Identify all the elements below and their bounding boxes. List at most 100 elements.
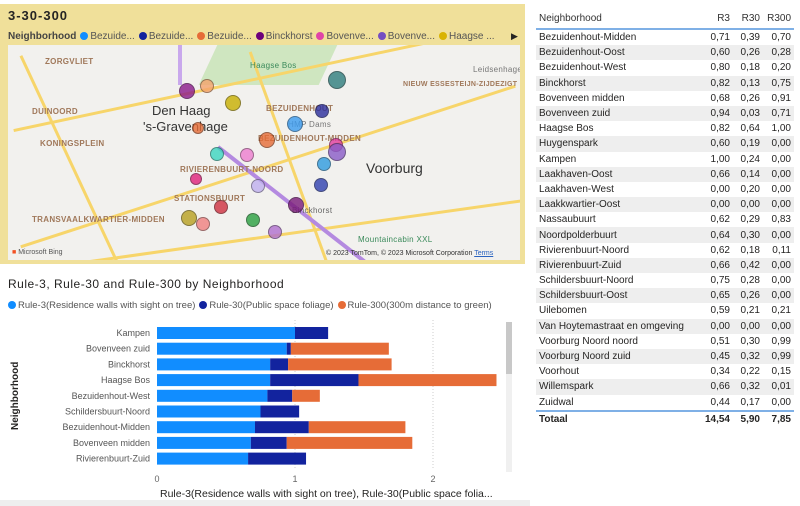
- table-cell: 0,00: [710, 320, 730, 332]
- table-row[interactable]: Rivierenbuurt-Zuid 0,66 0,42 0,00: [536, 257, 794, 273]
- map-bubble[interactable]: [317, 157, 331, 171]
- table-cell: 0,82: [710, 77, 730, 89]
- legend-item[interactable]: Bezuide...: [138, 31, 194, 42]
- map-bubble[interactable]: [246, 213, 260, 227]
- table-row[interactable]: Bezuidenhout-Midden 0,71 0,39 0,70: [536, 30, 794, 45]
- scrollbar-thumb[interactable]: [506, 322, 512, 374]
- table-cell: 0,20: [740, 183, 760, 195]
- chart-scrollbar[interactable]: [506, 322, 512, 472]
- col-header-r3[interactable]: R3: [717, 12, 730, 24]
- table-cell: 0,00: [771, 168, 791, 180]
- table-row[interactable]: Haagse Bos 0,82 0,64 1,00: [536, 121, 794, 136]
- table-cell: 0,18: [740, 244, 760, 256]
- table-cell: 0,24: [740, 153, 760, 165]
- map-bubble[interactable]: [288, 197, 304, 213]
- table-row[interactable]: Binckhorst 0,82 0,13 0,75: [536, 75, 794, 91]
- map-bubble[interactable]: [210, 147, 224, 161]
- table-row[interactable]: Voorburg Noord noord 0,51 0,30 0,99: [536, 334, 794, 349]
- map-bubble[interactable]: [181, 210, 197, 226]
- table-cell: 0,66: [710, 259, 730, 271]
- table-cell: 0,18: [740, 62, 760, 74]
- map-label: HMP Dams: [288, 120, 332, 129]
- table-row[interactable]: Uilebomen 0,59 0,21 0,21: [536, 303, 794, 318]
- legend-item[interactable]: Haagse ...: [439, 31, 495, 42]
- table-cell: 0,64: [710, 229, 730, 241]
- table-row[interactable]: Rivierenbuurt-Noord 0,62 0,18 0,11: [536, 243, 794, 258]
- table-row[interactable]: Schildersbuurt-Oost 0,65 0,26 0,00: [536, 288, 794, 304]
- map-label: BEZUIDENHOUT-MIDDEN: [258, 134, 362, 143]
- table-row[interactable]: Voorburg Noord zuid 0,45 0,32 0,99: [536, 348, 794, 365]
- legend-label: Bezuide...: [148, 31, 194, 42]
- map-bubble[interactable]: [200, 79, 214, 93]
- table-cell: Zuidwal: [539, 396, 574, 408]
- map-bubble[interactable]: [179, 83, 195, 99]
- map-bubble[interactable]: [196, 217, 210, 231]
- legend-item[interactable]: Bezuide...: [197, 31, 252, 42]
- col-header-r30[interactable]: R30: [741, 12, 760, 24]
- map-bubble[interactable]: [328, 71, 346, 89]
- map-bubble[interactable]: [259, 132, 275, 148]
- bar-segment: [254, 421, 309, 434]
- table-row[interactable]: Zuidwal 0,44 0,17 0,00: [536, 395, 794, 410]
- bar-segment: [248, 452, 307, 465]
- map-bubble[interactable]: [328, 143, 346, 161]
- terms-link[interactable]: Terms: [474, 250, 494, 257]
- legend-item[interactable]: Bezuide...: [80, 31, 135, 42]
- map-bubble[interactable]: [214, 200, 228, 214]
- bottom-bar: [0, 500, 530, 506]
- legend-item[interactable]: Bovenve...: [316, 31, 374, 42]
- table-row[interactable]: Nassaubuurt 0,62 0,29 0,83: [536, 212, 794, 227]
- table-row[interactable]: Schildersbuurt-Noord 0,75 0,28 0,00: [536, 273, 794, 288]
- table-row[interactable]: Willemspark 0,66 0,32 0,01: [536, 379, 794, 395]
- table-row[interactable]: Van Hoytemastraat en omgeving 0,00 0,00 0,0…: [536, 318, 794, 334]
- map-label: Binckhorst: [292, 206, 333, 215]
- table-row[interactable]: Kampen 1,00 0,24 0,00: [536, 152, 794, 167]
- map-canvas[interactable]: ZORGVLIET DUINOORD KONINGSPLEIN Haagse B…: [8, 45, 520, 260]
- col-header-r300[interactable]: R300: [767, 12, 791, 24]
- table-cell: Schildersbuurt-Noord: [539, 275, 634, 287]
- bar-segment: [157, 374, 271, 387]
- col-header-neighborhood[interactable]: Neighborhood: [539, 12, 602, 24]
- table-cell: Voorburg Noord zuid: [539, 351, 631, 363]
- y-tick-label: Bezuidenhout-Midden: [62, 422, 150, 432]
- table-cell: 0,03: [740, 108, 760, 120]
- legend-item[interactable]: Bovenve...: [377, 31, 435, 42]
- table-row[interactable]: Bezuidenhout-Oost 0,60 0,26 0,28: [536, 45, 794, 61]
- table-row[interactable]: Bovenveen midden 0,68 0,26 0,91: [536, 91, 794, 106]
- table-row[interactable]: Huygenspark 0,60 0,19 0,00: [536, 136, 794, 152]
- chart-legend-label: Rule-300(300m distance to green): [347, 300, 492, 311]
- table-row[interactable]: Noordpolderbuurt 0,64 0,30 0,00: [536, 227, 794, 243]
- legend-item[interactable]: Binckhorst: [255, 31, 312, 42]
- map-bubble[interactable]: [287, 116, 303, 132]
- city-label: 's-Gravenhage: [143, 119, 228, 134]
- table-row[interactable]: Voorhout 0,34 0,22 0,15: [536, 364, 794, 379]
- table-cell: 0,00: [740, 320, 760, 332]
- table-row[interactable]: Laakhaven-Oost 0,66 0,14 0,00: [536, 166, 794, 182]
- chart-legend-item[interactable]: Rule-3(Residence walls with sight on tre…: [8, 300, 195, 311]
- map-bubble[interactable]: [225, 95, 241, 111]
- table-row[interactable]: Laakhaven-West 0,00 0,20 0,00: [536, 182, 794, 197]
- map-bubble[interactable]: [190, 173, 202, 185]
- bar-segment: [358, 374, 497, 387]
- table-cell: 0,19: [740, 138, 760, 150]
- map-bubble[interactable]: [240, 148, 254, 162]
- legend-next-arrow-icon[interactable]: ▶: [511, 31, 518, 41]
- map-bubble[interactable]: [268, 225, 282, 239]
- table-cell: Laakhaven-Oost: [539, 168, 613, 180]
- map-bubble[interactable]: [315, 104, 329, 118]
- map-bubble[interactable]: [251, 179, 265, 193]
- table-cell: Bezuidenhout-West: [539, 62, 627, 74]
- bar-segment: [157, 389, 268, 402]
- y-tick-label: Kampen: [116, 328, 150, 338]
- table-row[interactable]: Bezuidenhout-West 0,80 0,18 0,20: [536, 60, 794, 75]
- map-bubble[interactable]: [314, 178, 328, 192]
- table-row[interactable]: Bovenveen zuid 0,94 0,03 0,71: [536, 105, 794, 122]
- map-bubble[interactable]: [192, 122, 204, 134]
- chart-legend-item[interactable]: Rule-300(300m distance to green): [337, 300, 492, 311]
- table-cell: 0,71: [710, 32, 730, 44]
- bar-segment: [286, 436, 413, 449]
- table-row[interactable]: Laakkwartier-Oost 0,00 0,00 0,00: [536, 197, 794, 213]
- chart-legend-item[interactable]: Rule-30(Public space foliage): [199, 300, 334, 311]
- table-cell: 0,21: [771, 305, 791, 317]
- y-tick-label: Haagse Bos: [101, 375, 151, 385]
